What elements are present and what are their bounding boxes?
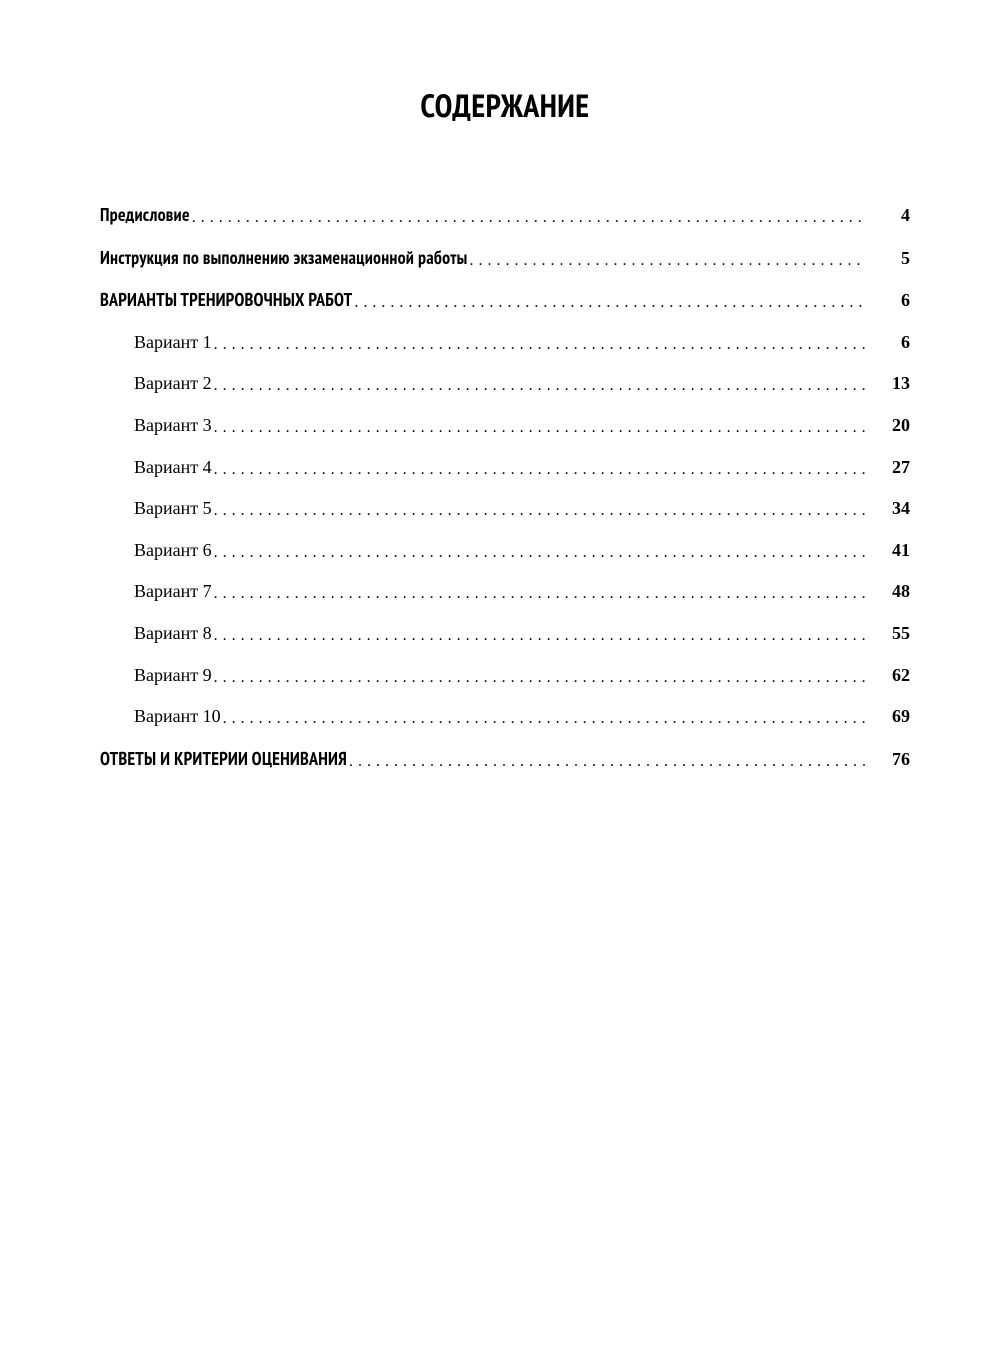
- toc-leader: [212, 418, 865, 437]
- toc-label: Предисловие: [100, 204, 190, 226]
- toc-page-number: 27: [865, 457, 910, 479]
- toc-label: ВАРИАНТЫ ТРЕНИРОВОЧНЫХ РАБОТ: [100, 289, 352, 311]
- toc-page-number: 20: [865, 415, 910, 437]
- toc-row: ВАРИАНТЫ ТРЕНИРОВОЧНЫХ РАБОТ 6: [100, 289, 910, 312]
- toc-row: Предисловие 4: [100, 204, 910, 227]
- toc-row: Вариант 9 62: [100, 665, 910, 687]
- toc-leader: [212, 543, 865, 562]
- toc-page-number: 62: [865, 665, 910, 687]
- toc-leader: [212, 501, 865, 520]
- toc-leader: [212, 584, 865, 603]
- toc-row: ОТВЕТЫ И КРИТЕРИИ ОЦЕНИВАНИЯ 76: [100, 748, 910, 771]
- toc-label: Вариант 8: [100, 623, 212, 645]
- toc-page-number: 6: [865, 332, 910, 354]
- toc-row: Вариант 8 55: [100, 623, 910, 645]
- toc-row: Вариант 1 6: [100, 332, 910, 354]
- toc-row: Вариант 5 34: [100, 498, 910, 520]
- page-title: СОДЕРЖАНИЕ: [100, 84, 910, 126]
- toc-leader: [347, 752, 865, 771]
- toc-label: ОТВЕТЫ И КРИТЕРИИ ОЦЕНИВАНИЯ: [100, 748, 347, 770]
- toc-label: Вариант 1: [100, 332, 212, 354]
- toc-label: Вариант 3: [100, 415, 212, 437]
- toc-page-number: 34: [865, 498, 910, 520]
- toc-row: Вариант 3 20: [100, 415, 910, 437]
- toc-row: Инструкция по выполнению экзаменационной…: [100, 247, 910, 270]
- toc-page-number: 5: [865, 248, 910, 270]
- toc-leader: [352, 293, 865, 312]
- toc-row: Вариант 10 69: [100, 706, 910, 728]
- toc-leader: [212, 460, 865, 479]
- toc-row: Вариант 4 27: [100, 457, 910, 479]
- toc-page-number: 13: [865, 373, 910, 395]
- toc-page-number: 69: [865, 706, 910, 728]
- toc-label: Вариант 2: [100, 373, 212, 395]
- toc-label: Вариант 5: [100, 498, 212, 520]
- toc-label: Вариант 9: [100, 665, 212, 687]
- page: СОДЕРЖАНИЕ Предисловие 4 Инструкция по вып…: [0, 0, 1000, 1349]
- toc-page-number: 4: [865, 205, 910, 227]
- toc-row: Вариант 2 13: [100, 373, 910, 395]
- toc-label: Вариант 10: [100, 706, 221, 728]
- toc-leader: [190, 208, 865, 227]
- toc-row: Вариант 6 41: [100, 540, 910, 562]
- toc-leader: [467, 251, 865, 270]
- toc-leader: [212, 668, 865, 687]
- toc-row: Вариант 7 48: [100, 581, 910, 603]
- toc-page-number: 6: [865, 290, 910, 312]
- toc-leader: [212, 626, 865, 645]
- toc-leader: [212, 376, 865, 395]
- toc-page-number: 55: [865, 623, 910, 645]
- toc-page-number: 76: [865, 749, 910, 771]
- toc-label: Вариант 6: [100, 540, 212, 562]
- toc-page-number: 41: [865, 540, 910, 562]
- toc-leader: [221, 709, 865, 728]
- toc-label: Вариант 7: [100, 581, 212, 603]
- table-of-contents: Предисловие 4 Инструкция по выполнению экз…: [100, 204, 910, 770]
- toc-leader: [212, 335, 865, 354]
- toc-page-number: 48: [865, 581, 910, 603]
- toc-label: Инструкция по выполнению экзаменационной…: [100, 247, 467, 269]
- toc-label: Вариант 4: [100, 457, 212, 479]
